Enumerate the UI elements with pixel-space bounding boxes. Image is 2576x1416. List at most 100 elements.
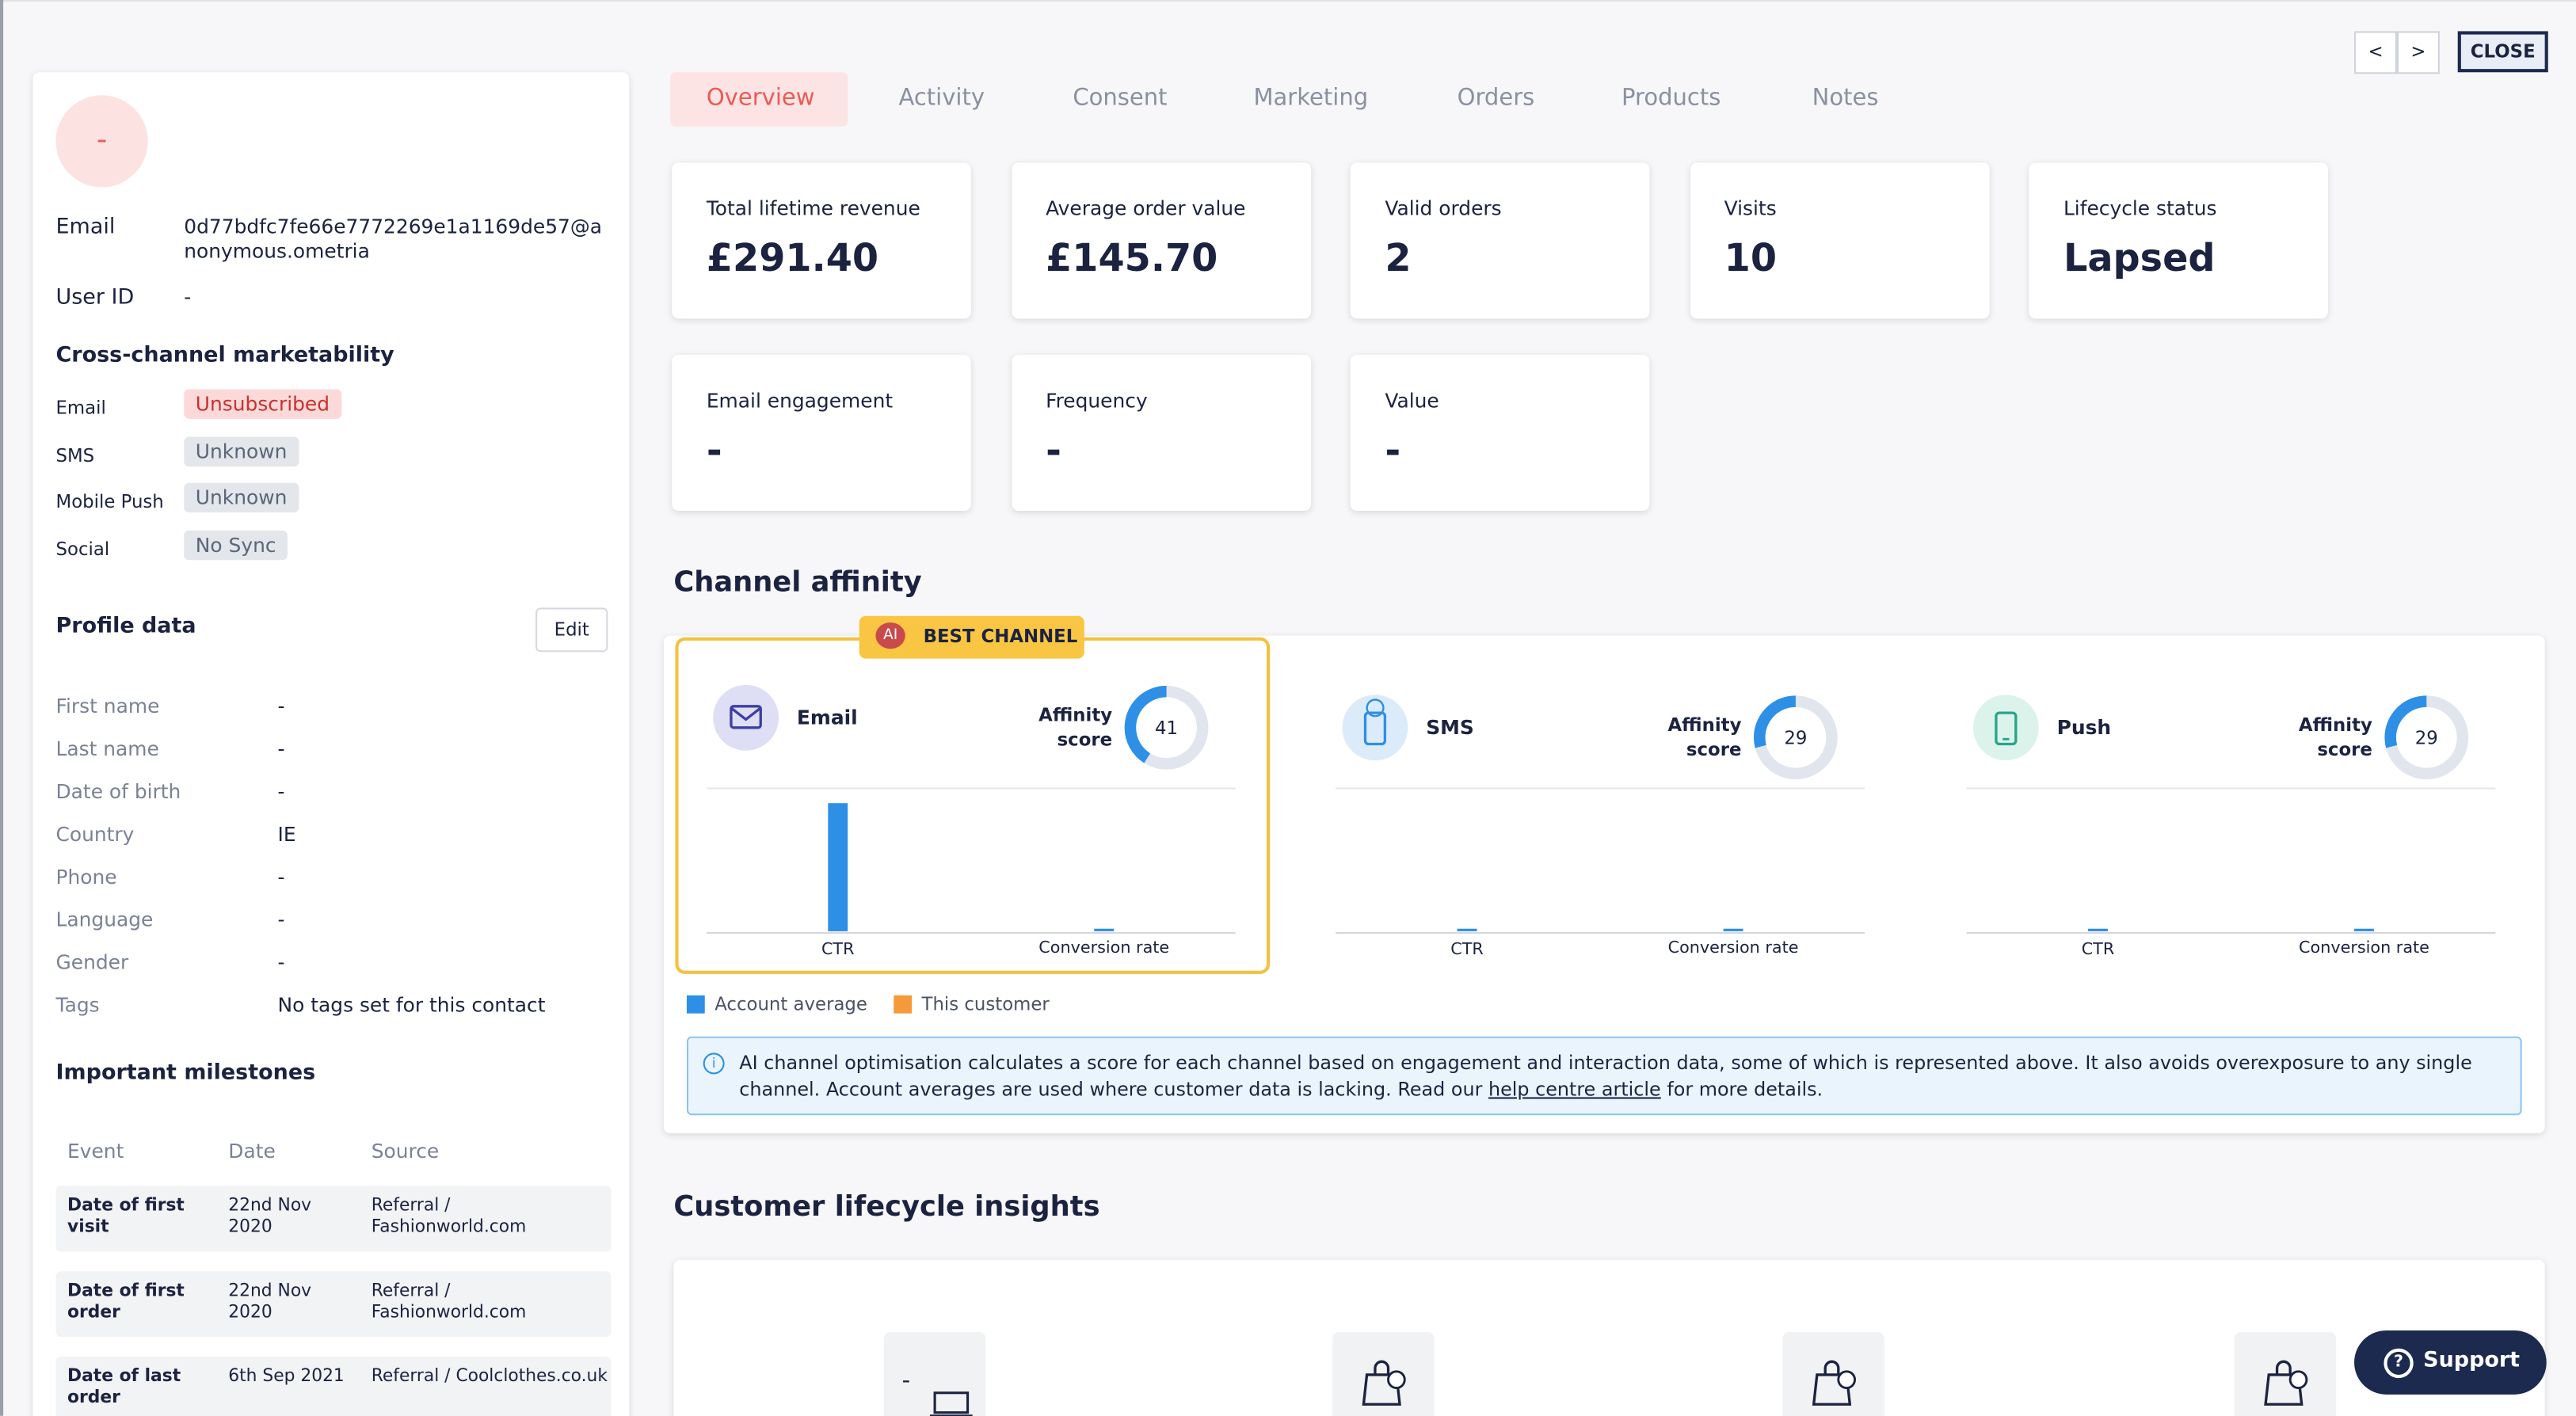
metric-label: CTR (2082, 939, 2115, 958)
field-value: - (277, 950, 285, 974)
left-edge (0, 0, 4, 1416)
affinity-donut: 29 (1753, 695, 1838, 780)
kpi-value: £291.40 (706, 238, 879, 281)
donut-arc (1753, 695, 1838, 780)
field-label: Email (55, 215, 116, 240)
metric-chart: CTR Conversion rate (706, 787, 1236, 958)
field-value: - (277, 737, 285, 761)
tab[interactable]: Products (1621, 85, 1721, 112)
icon-shape (1972, 695, 2039, 761)
prev-button[interactable]: < (2354, 31, 2397, 74)
lifecycle-icon-box (1782, 1332, 1884, 1416)
lifecycle-icon-box: - (883, 1332, 986, 1416)
laptop-icon (929, 1391, 973, 1416)
section-title: Important milestones (55, 1060, 316, 1086)
metric-label: Conversion rate (1668, 938, 1799, 957)
info-text: for more details. (1660, 1077, 1823, 1101)
table-cell: Date of first order (67, 1281, 185, 1323)
tab[interactable]: Overview (706, 85, 815, 112)
table-cell: 6th Sep 2021 (228, 1366, 345, 1387)
table-row: Date of first visit 22nd Nov 2020 Referral… (55, 1186, 612, 1252)
help-icon: ? (2384, 1348, 2414, 1379)
field-value: - (277, 908, 285, 931)
top-border (0, 0, 2576, 2)
field-label: Tags (55, 993, 100, 1017)
field-value: 0d77bdfc7fe66e7772269e1a1169de57@anonymo… (184, 215, 603, 263)
kpi-label: Lifecycle status (2063, 196, 2217, 220)
field-label: Last name (55, 737, 159, 761)
table-cell: 22nd Nov 2020 (228, 1281, 312, 1323)
best-channel-badge: AI BEST CHANNEL (859, 615, 1084, 659)
field-label: Language (55, 908, 154, 931)
kpi-value: £145.70 (1046, 238, 1218, 281)
donut-score: 29 (2415, 729, 2438, 749)
table-cell: Referral / Fashionworld.com (371, 1195, 527, 1237)
kpi-card: Value - (1350, 354, 1650, 512)
next-button[interactable]: > (2396, 31, 2440, 74)
field-value: IE (277, 823, 296, 847)
donut-arc (1124, 685, 1209, 770)
help-link[interactable]: help centre article (1488, 1077, 1661, 1101)
kpi-card: Valid orders 2 (1350, 162, 1650, 319)
affinity-donut: 41 (1124, 685, 1209, 770)
status-badge: Unsubscribed (184, 389, 341, 419)
bag-icon (1362, 1360, 1406, 1406)
support-label: Support (2423, 1348, 2521, 1373)
field-value: - (277, 695, 285, 718)
bag-icon (1812, 1360, 1856, 1406)
bar (2354, 928, 2374, 931)
field-label: Country (55, 823, 135, 847)
section-title: Profile data (55, 614, 196, 639)
kpi-value: - (1046, 430, 1061, 474)
kpi-value: 2 (1385, 238, 1412, 281)
table-cell: Referral / Coolclothes.co.uk (371, 1366, 608, 1387)
tab[interactable]: Orders (1457, 85, 1535, 112)
field-label: Date of birth (55, 780, 181, 804)
legend-label: Account average (714, 993, 867, 1015)
ai-icon: AI (875, 622, 905, 649)
score-label: Affinity score (1038, 704, 1113, 751)
bar (2088, 928, 2108, 931)
kpi-value: 10 (1724, 238, 1778, 281)
close-button[interactable]: CLOSE (2457, 31, 2548, 73)
tab[interactable]: Activity (898, 85, 985, 112)
bar (1094, 928, 1115, 931)
legend-swatch (686, 995, 705, 1014)
kpi-card: Frequency - (1011, 354, 1311, 512)
status-badge: Unknown (184, 436, 299, 466)
section-title: Channel affinity (673, 566, 922, 600)
tab[interactable]: Notes (1812, 85, 1879, 112)
table-cell: 22nd Nov 2020 (228, 1195, 312, 1237)
tab[interactable]: Consent (1073, 85, 1168, 112)
score-label: Affinity score (2298, 714, 2372, 761)
support-button[interactable]: ? Support (2354, 1330, 2547, 1395)
profile-card: - Email 0d77bdfc7fe66e7772269e1a1169de57… (32, 72, 630, 1416)
kpi-label: Total lifetime revenue (706, 196, 920, 220)
metric-label: CTR (821, 939, 855, 958)
edit-button[interactable]: Edit (535, 607, 608, 653)
lifecycle-icon-box (2234, 1332, 2337, 1416)
channel-icon (1342, 695, 1408, 761)
tab[interactable]: Marketing (1253, 85, 1369, 112)
info-text: AI channel optimisation calculates a sco… (739, 1051, 2472, 1101)
donut-score: 41 (1155, 718, 1178, 739)
kpi-label: Valid orders (1385, 196, 1502, 220)
kpi-card: Visits 10 (1690, 162, 1989, 319)
legend-label: This customer (921, 993, 1050, 1015)
avatar: - (55, 95, 148, 188)
status-badge: Unknown (184, 483, 299, 513)
field-value: No tags set for this contact (277, 993, 546, 1017)
info-box: i AI channel optimisation calculates a s… (686, 1036, 2522, 1116)
info-icon: i (703, 1052, 725, 1075)
table-row: Date of first order 22nd Nov 2020 Referral… (55, 1271, 612, 1338)
kpi-card: Total lifetime revenue £291.40 (672, 162, 971, 319)
channel-label: Social (55, 539, 110, 561)
table-cell: Date of first visit (67, 1195, 185, 1237)
field-value: - (184, 285, 192, 309)
metric-label: Conversion rate (2299, 938, 2429, 957)
kpi-label: Average order value (1046, 196, 1246, 220)
channel-name: Push (2056, 716, 2112, 740)
icon-shape (1366, 698, 1385, 718)
channel-name: SMS (1426, 716, 1474, 740)
